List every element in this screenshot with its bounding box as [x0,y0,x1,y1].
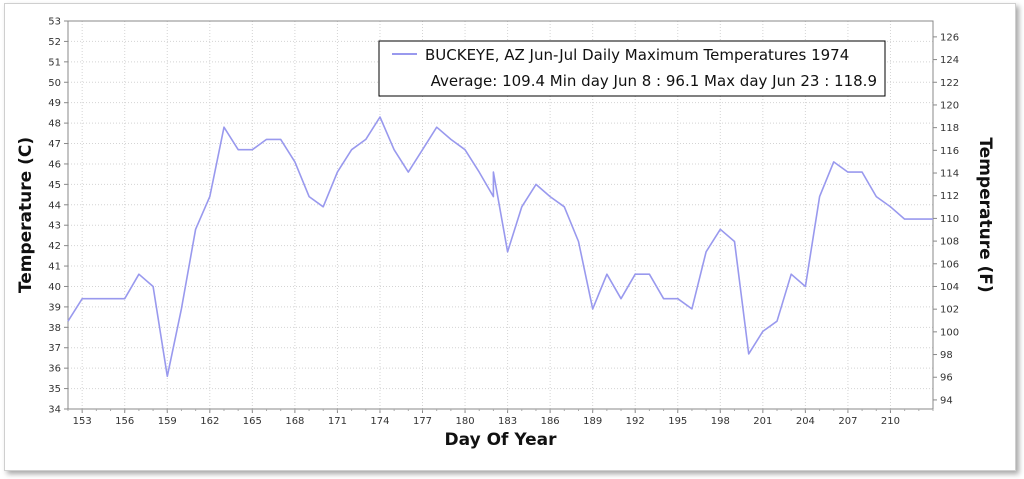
y-tick-label: 39 [48,302,61,313]
x-tick-label: 189 [583,416,602,427]
y2-tick-label: 114 [940,169,959,180]
y2-tick-label: 106 [940,259,959,270]
y2-tick-label: 100 [940,327,959,338]
x-axis-ticks: 153 156 159 162 165 168 171 174 177 180 183 186 189 1… [67,409,934,427]
y-tick-label: 51 [48,57,61,68]
y2-tick-label: 110 [940,214,959,225]
x-tick-label: 162 [200,416,219,427]
y-tick-label: 47 [48,139,61,150]
x-tick-label: 174 [370,416,389,427]
y-tick-label: 37 [48,343,61,354]
x-tick-label: 153 [73,416,92,427]
y2-tick-label: 98 [940,350,953,361]
y-tick-label: 40 [48,282,61,293]
y-tick-label: 49 [48,98,61,109]
y-tick-label: 46 [48,159,61,170]
chart-frame: 153 156 159 162 165 168 171 174 177 180 183 186 189 1… [4,3,1016,471]
y-tick-label: 34 [48,405,61,416]
legend-box [378,40,886,97]
y-tick-label: 42 [48,241,61,252]
y2-tick-label: 108 [940,237,959,248]
right-y-axis-ticks: 94 96 98 100 102 104 106 108 110 112 114 116 118 120 1… [933,32,959,406]
y2-tick-label: 104 [940,282,959,293]
y2-tick-label: 112 [940,191,959,202]
series-line [67,116,933,378]
plot-area-border [67,20,934,410]
y-tick-label: 53 [48,17,61,28]
left-y-axis-title: Temperature (C) [16,137,36,293]
y2-tick-label: 96 [940,373,953,384]
y2-tick-label: 118 [940,123,959,134]
chart: 153 156 159 162 165 168 171 174 177 180 183 186 189 1… [16,17,995,451]
x-tick-label: 195 [668,416,687,427]
y2-tick-label: 126 [940,32,959,43]
legend-stats: Average: 109.4 Min day Jun 8 : 96.1 Max … [431,72,877,90]
y2-tick-label: 124 [940,55,959,66]
y-tick-label: 44 [48,200,61,211]
x-tick-label: 171 [328,416,347,427]
x-tick-label: 177 [413,416,432,427]
y-tick-label: 50 [48,78,61,89]
x-tick-label: 165 [243,416,262,427]
x-tick-label: 168 [285,416,304,427]
x-tick-label: 210 [881,416,900,427]
y2-tick-label: 120 [940,100,959,111]
y-tick-label: 43 [48,221,61,232]
y-tick-label: 36 [48,364,61,375]
x-tick-label: 159 [158,416,177,427]
y2-tick-label: 116 [940,146,959,157]
right-y-axis-title: Temperature (F) [975,137,995,292]
x-tick-label: 192 [626,416,645,427]
legend: BUCKEYE, AZ Jun-Jul Daily Maximum Temper… [378,40,886,97]
x-axis-title: Day Of Year [445,430,558,450]
x-tick-label: 207 [838,416,857,427]
y-tick-label: 35 [48,384,61,395]
y-tick-label: 52 [48,37,61,48]
x-tick-label: 201 [753,416,772,427]
series-group [67,116,933,378]
x-tick-label: 183 [498,416,517,427]
x-tick-label: 186 [541,416,560,427]
x-tick-label: 204 [796,416,815,427]
legend-series-name: BUCKEYE, AZ Jun-Jul Daily Maximum Temper… [425,46,849,64]
x-tick-label: 156 [115,416,134,427]
x-tick-label: 198 [711,416,730,427]
y2-tick-label: 122 [940,78,959,89]
y-tick-label: 38 [48,323,61,334]
left-y-axis-ticks: 34 35 36 37 38 39 40 41 42 43 44 45 46 47 48 49 50 51 52 53 [48,17,68,416]
y-tick-label: 48 [48,119,61,130]
y2-tick-label: 94 [940,395,953,406]
y-tick-label: 41 [48,262,61,273]
y2-tick-label: 102 [940,305,959,316]
y-tick-label: 45 [48,180,61,191]
x-tick-label: 180 [456,416,475,427]
